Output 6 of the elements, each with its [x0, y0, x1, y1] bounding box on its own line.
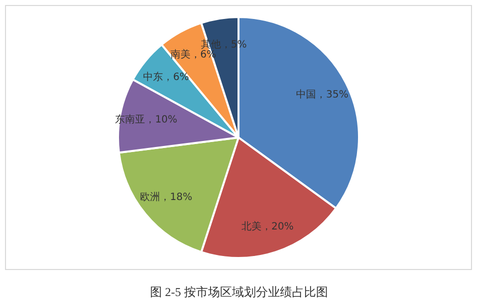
text: 图 2-5 按市场区域划分业绩占比图: [149, 284, 329, 301]
slice-label: 欧洲，18%: [140, 191, 192, 204]
slice-label: 东南亚，10%: [115, 113, 178, 126]
slice-label: 北美，20%: [241, 220, 294, 232]
slice-label: 中国，35%: [296, 88, 348, 100]
slice-label: 中东，6%: [143, 71, 190, 84]
